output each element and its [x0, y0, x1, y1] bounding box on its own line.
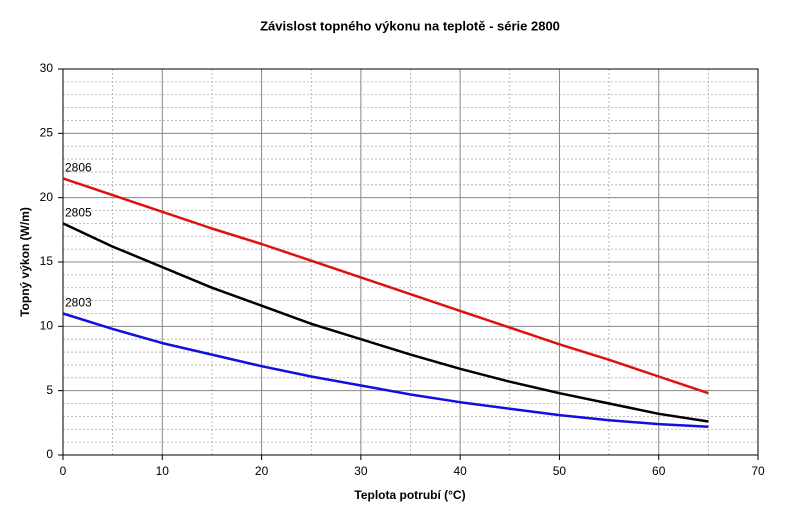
y-tick-label: 15 [40, 254, 54, 268]
x-axis-title: Teplota potrubí (°C) [354, 488, 465, 502]
y-tick-label: 0 [46, 447, 53, 461]
y-axis-title: Topný výkon (W/m) [18, 207, 32, 317]
x-tick-label: 60 [652, 464, 666, 478]
y-tick-label: 20 [40, 190, 54, 204]
x-tick-label: 20 [255, 464, 269, 478]
y-tick-label: 25 [40, 126, 54, 140]
x-tick-label: 70 [751, 464, 765, 478]
x-tick-label: 40 [453, 464, 467, 478]
chart-title: Závislost topného výkonu na teplotě - sé… [260, 18, 560, 33]
series-label: 2803 [65, 296, 92, 310]
x-tick-label: 50 [553, 464, 567, 478]
y-tick-label: 30 [40, 61, 54, 75]
series-line [62, 177, 709, 395]
series-line [62, 222, 709, 423]
series-label: 2805 [65, 206, 92, 220]
series-line [62, 312, 709, 428]
y-tick-label: 10 [40, 319, 54, 333]
series-label: 2806 [65, 161, 92, 175]
y-tick-label: 5 [46, 383, 53, 397]
x-tick-label: 30 [354, 464, 368, 478]
x-tick-label: 10 [156, 464, 170, 478]
x-tick-label: 0 [60, 464, 67, 478]
plot-border [62, 68, 759, 456]
